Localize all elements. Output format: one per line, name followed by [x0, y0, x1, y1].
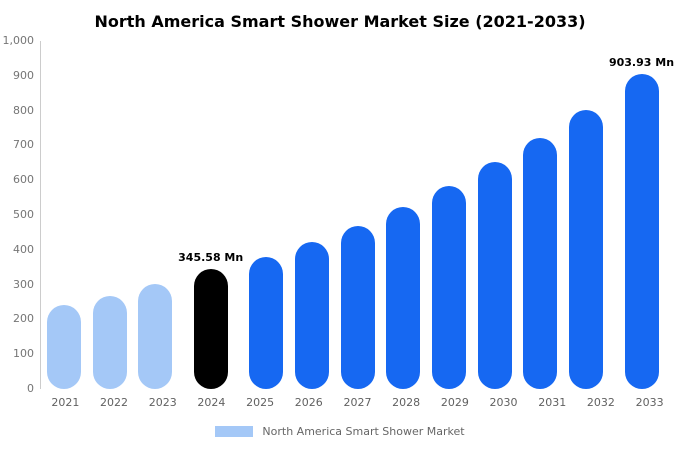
y-tick-label: 0 — [27, 382, 34, 395]
y-tick-label: 700 — [13, 138, 34, 152]
x-tick-label-2022: 2022 — [100, 396, 129, 409]
bar-2022 — [92, 295, 127, 389]
x-tick-label-2025: 2025 — [246, 396, 275, 409]
bar-2026 — [294, 241, 329, 389]
x-tick-label-2031: 2031 — [538, 396, 567, 409]
bar-2030 — [477, 162, 512, 389]
bar-column-2023 — [132, 41, 178, 389]
x-axis-spacer — [4, 389, 41, 409]
bar-2021 — [46, 305, 81, 389]
x-tick-label-2024: 2024 — [197, 396, 226, 409]
y-axis: 0 100 200 300 400 500 600 700 800 900 1,000 — [3, 34, 40, 395]
bar-column-2021 — [41, 41, 87, 389]
y-tick-label: 1,000 — [2, 34, 35, 47]
bar-column-2022 — [87, 41, 133, 389]
bar-column-2028 — [380, 41, 426, 389]
x-tick-label-2032: 2032 — [586, 396, 615, 409]
x-axis-row: 2021 2022 2023 2024 2025 2026 2027 2028 2029 2030… — [4, 389, 674, 409]
y-tick-label: 600 — [13, 173, 34, 187]
bar-column-2032 — [563, 41, 609, 389]
bar-column-2024: 345.58 Mn — [178, 41, 243, 389]
y-tick-label: 800 — [13, 103, 34, 117]
legend-swatch — [215, 426, 254, 437]
y-tick-label: 500 — [13, 208, 34, 221]
bar-column-2030 — [472, 41, 518, 389]
bar-2025 — [249, 257, 284, 389]
bar-2029 — [431, 186, 466, 389]
chart-title: North America Smart Shower Market Size (… — [94, 12, 586, 31]
bar-2033 — [624, 74, 659, 389]
bar-2023 — [138, 283, 173, 389]
x-tick-label-2023: 2023 — [148, 396, 177, 409]
y-tick-label: 900 — [13, 68, 34, 82]
bar-chart: 0 100 200 300 400 500 600 700 800 900 1,000 345.58… — [3, 34, 675, 395]
bar-value-label-2033: 903.93 Mn — [608, 56, 675, 70]
x-tick-label-2028: 2028 — [392, 396, 421, 409]
x-tick-label-2030: 2030 — [489, 396, 518, 409]
bar-column-2033: 903.93 Mn — [609, 41, 674, 389]
bar-column-2031 — [518, 41, 564, 389]
plot-area: 345.58 Mn 903.93 Mn — [40, 41, 674, 389]
bar-column-2027 — [335, 41, 381, 389]
y-tick-label: 100 — [13, 347, 34, 361]
x-tick-label-2027: 2027 — [343, 396, 372, 409]
bar-2024 — [193, 268, 228, 389]
x-axis: 2021 2022 2023 2024 2025 2026 2027 2028 2029 2030… — [41, 389, 674, 409]
bar-2031 — [523, 138, 558, 389]
bar-2027 — [340, 226, 375, 389]
x-tick-label-2021: 2021 — [51, 396, 80, 409]
y-tick-label: 200 — [13, 312, 34, 326]
bar-column-2029 — [426, 41, 472, 389]
legend: North America Smart Shower Market — [0, 425, 680, 438]
x-tick-label-2033: 2033 — [635, 396, 664, 409]
y-tick-label: 300 — [13, 277, 34, 291]
bar-column-2025 — [243, 41, 289, 389]
x-tick-label-2026: 2026 — [294, 396, 323, 409]
bar-2028 — [386, 207, 421, 389]
y-tick-label: 400 — [13, 242, 34, 256]
bar-column-2026 — [289, 41, 335, 389]
bar-2032 — [569, 110, 604, 389]
legend-label: North America Smart Shower Market — [262, 425, 465, 438]
x-tick-label-2029: 2029 — [440, 396, 469, 409]
bar-value-label-2024: 345.58 Mn — [178, 250, 244, 264]
